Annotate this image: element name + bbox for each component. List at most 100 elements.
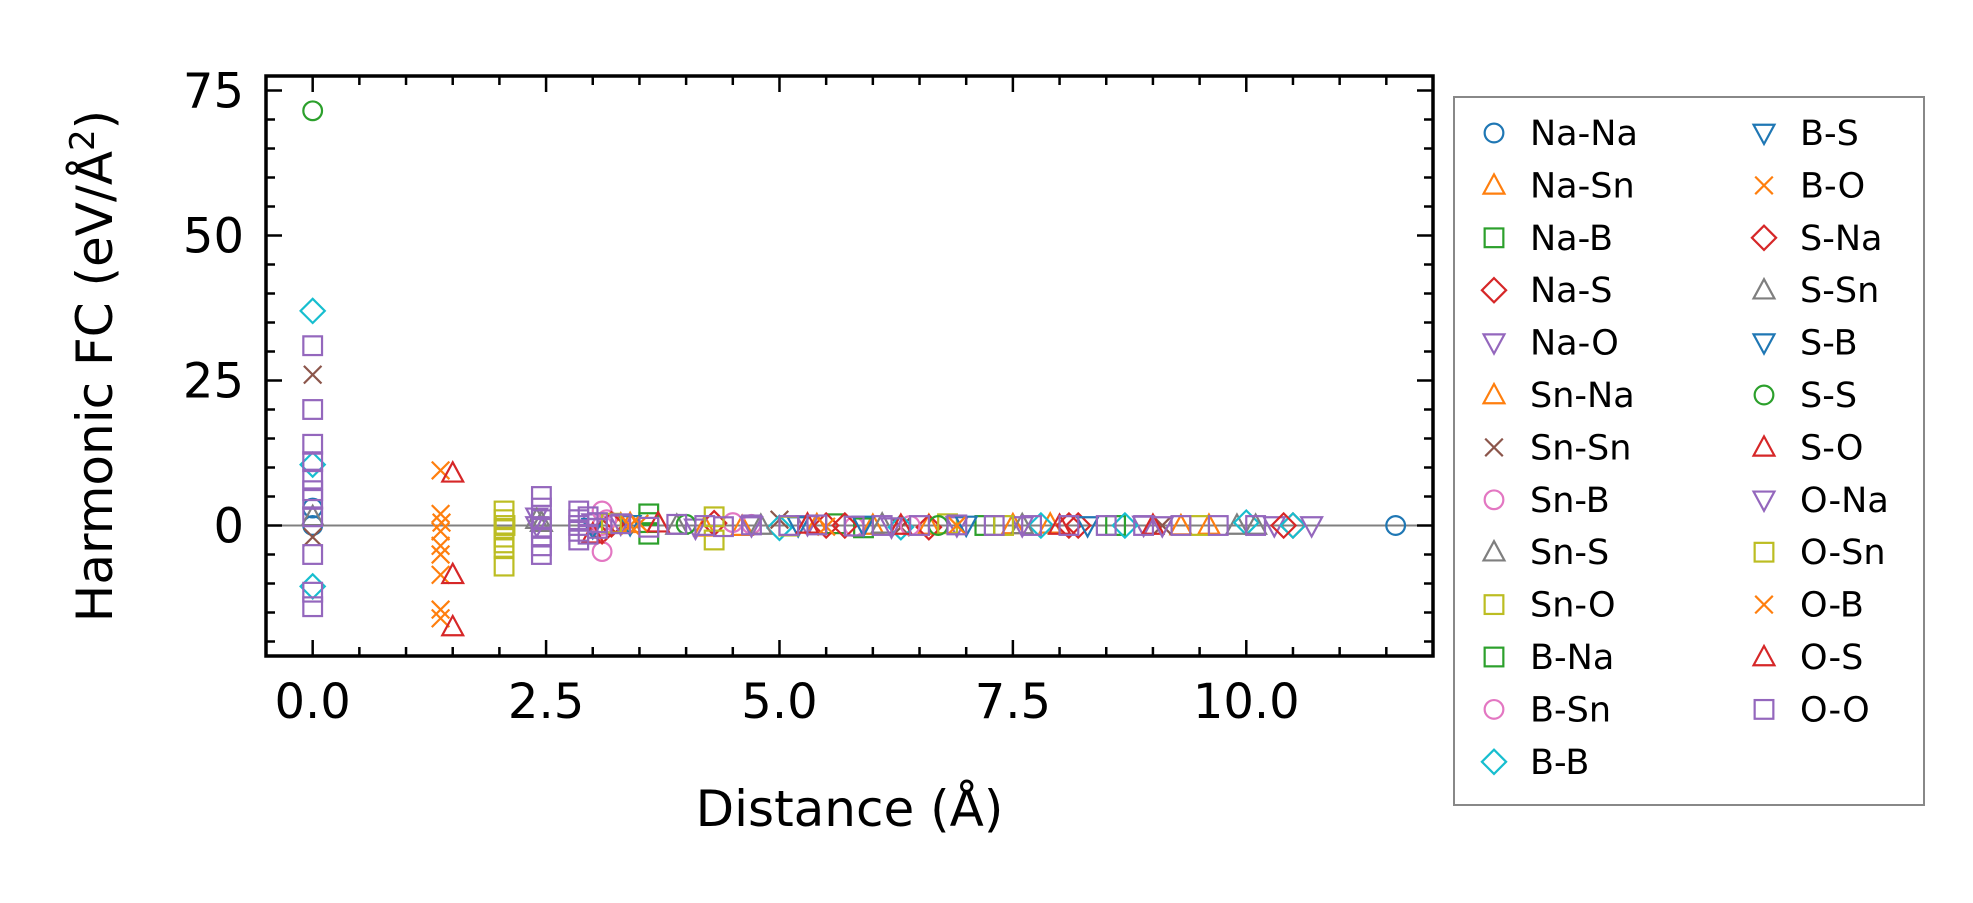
- data-point: [610, 513, 632, 535]
- legend-label: Sn-Sn: [1530, 428, 1631, 468]
- legend-marker: [1751, 434, 1777, 457]
- data-point: [1027, 511, 1055, 540]
- y-axis-title-superscript: 2: [63, 129, 103, 151]
- data-point: [713, 516, 734, 538]
- legend-label: S-S: [1800, 376, 1857, 416]
- legend-item: B-S: [1751, 114, 1859, 154]
- legend-marker: [1751, 643, 1777, 667]
- legend-item: O-Sn: [1753, 533, 1886, 573]
- legend-label: S-B: [1800, 324, 1858, 364]
- legend-label: Sn-Na: [1530, 376, 1635, 416]
- legend-item: Na-Na: [1483, 114, 1638, 154]
- series-sn-o: [493, 500, 1211, 577]
- data-point: [493, 555, 515, 577]
- legend-label: S-Sn: [1800, 271, 1879, 311]
- legend-label: Sn-B: [1530, 481, 1610, 521]
- legend-item: Na-S: [1480, 271, 1612, 311]
- data-point: [778, 515, 800, 536]
- legend-label: O-Na: [1800, 481, 1889, 521]
- data-points-layer: [299, 100, 1407, 637]
- data-point: [493, 538, 515, 560]
- data-point: [302, 335, 324, 357]
- x-tick-label: 0.0: [275, 674, 351, 730]
- y-axis-title-close: ): [66, 110, 124, 130]
- legend-item: Sn-S: [1481, 533, 1609, 573]
- legend-marker: [1481, 538, 1507, 562]
- data-point: [300, 503, 325, 527]
- data-point: [530, 544, 552, 565]
- data-point: [1111, 511, 1139, 540]
- data-point: [1021, 515, 1043, 536]
- series-s-o: [440, 459, 1166, 637]
- series-b-b: [299, 297, 1307, 601]
- legend-marker: [1750, 224, 1778, 252]
- data-point: [831, 511, 859, 540]
- data-point: [431, 504, 451, 524]
- data-point: [843, 515, 865, 537]
- legend-item: O-O: [1753, 690, 1870, 730]
- legend-marker: [1483, 594, 1505, 616]
- data-point: [440, 561, 466, 585]
- legend-marker: [1480, 748, 1508, 776]
- legend-label: S-Na: [1800, 219, 1882, 259]
- legend-item: Na-Sn: [1481, 166, 1635, 206]
- data-point: [1133, 515, 1155, 536]
- legend-label: O-O: [1800, 690, 1870, 730]
- y-tick-label: 0: [213, 499, 244, 555]
- y-tick-label: 25: [183, 354, 244, 410]
- data-point: [1279, 511, 1307, 540]
- y-tick-label: 75: [183, 64, 244, 120]
- legend-label: Sn-O: [1530, 586, 1616, 626]
- data-point: [302, 596, 324, 618]
- plot-frame: [264, 74, 1435, 658]
- data-point: [591, 541, 613, 563]
- data-point: [638, 516, 660, 538]
- data-point: [302, 100, 324, 122]
- data-point: [871, 515, 893, 536]
- data-point: [302, 506, 324, 528]
- data-point: [1095, 515, 1117, 536]
- data-point: [431, 600, 451, 620]
- data-point: [431, 608, 451, 628]
- legend-item: S-S: [1753, 376, 1857, 416]
- legend-marker: [1481, 333, 1507, 356]
- data-point: [494, 515, 516, 536]
- x-tick-label: 5.0: [741, 674, 817, 730]
- legend-item: O-Na: [1751, 481, 1889, 521]
- legend-marker: [1754, 175, 1774, 195]
- legend-item: S-O: [1751, 428, 1863, 468]
- data-point: [1149, 516, 1175, 539]
- legend-marker: [1481, 381, 1507, 405]
- data-point: [1243, 512, 1268, 535]
- x-tick-label: 10.0: [1193, 674, 1300, 730]
- legend-marker: [1484, 437, 1504, 457]
- legend-item: S-Na: [1750, 219, 1882, 259]
- y-axis-title: Harmonic FC (eV/Å2): [63, 110, 124, 622]
- data-point: [947, 515, 967, 536]
- legend-label: Na-Sn: [1530, 166, 1635, 206]
- data-point: [1261, 516, 1287, 539]
- data-point: [1207, 515, 1229, 536]
- legend-label: B-Na: [1530, 638, 1614, 678]
- x-tick-label: 2.5: [508, 674, 584, 730]
- legend-label: Na-S: [1530, 271, 1612, 311]
- data-point: [887, 513, 915, 541]
- data-point: [1269, 511, 1298, 540]
- x-tick-label: 7.5: [975, 674, 1051, 730]
- legend-item: B-Na: [1483, 638, 1614, 678]
- data-point: [530, 497, 552, 519]
- data-point: [741, 514, 762, 536]
- data-point: [1075, 516, 1100, 539]
- data-point: [1064, 511, 1092, 540]
- series-o-o: [302, 335, 1267, 618]
- data-point: [493, 532, 515, 554]
- data-point: [1245, 515, 1267, 536]
- data-point: [1299, 516, 1324, 539]
- data-point: [812, 511, 840, 540]
- y-axis-title-main: Harmonic FC (eV/Å: [66, 151, 124, 622]
- legend-item: Sn-B: [1483, 481, 1610, 521]
- data-point: [299, 297, 327, 325]
- legend-item: Sn-Na: [1481, 376, 1635, 416]
- legend-label: O-S: [1800, 638, 1863, 678]
